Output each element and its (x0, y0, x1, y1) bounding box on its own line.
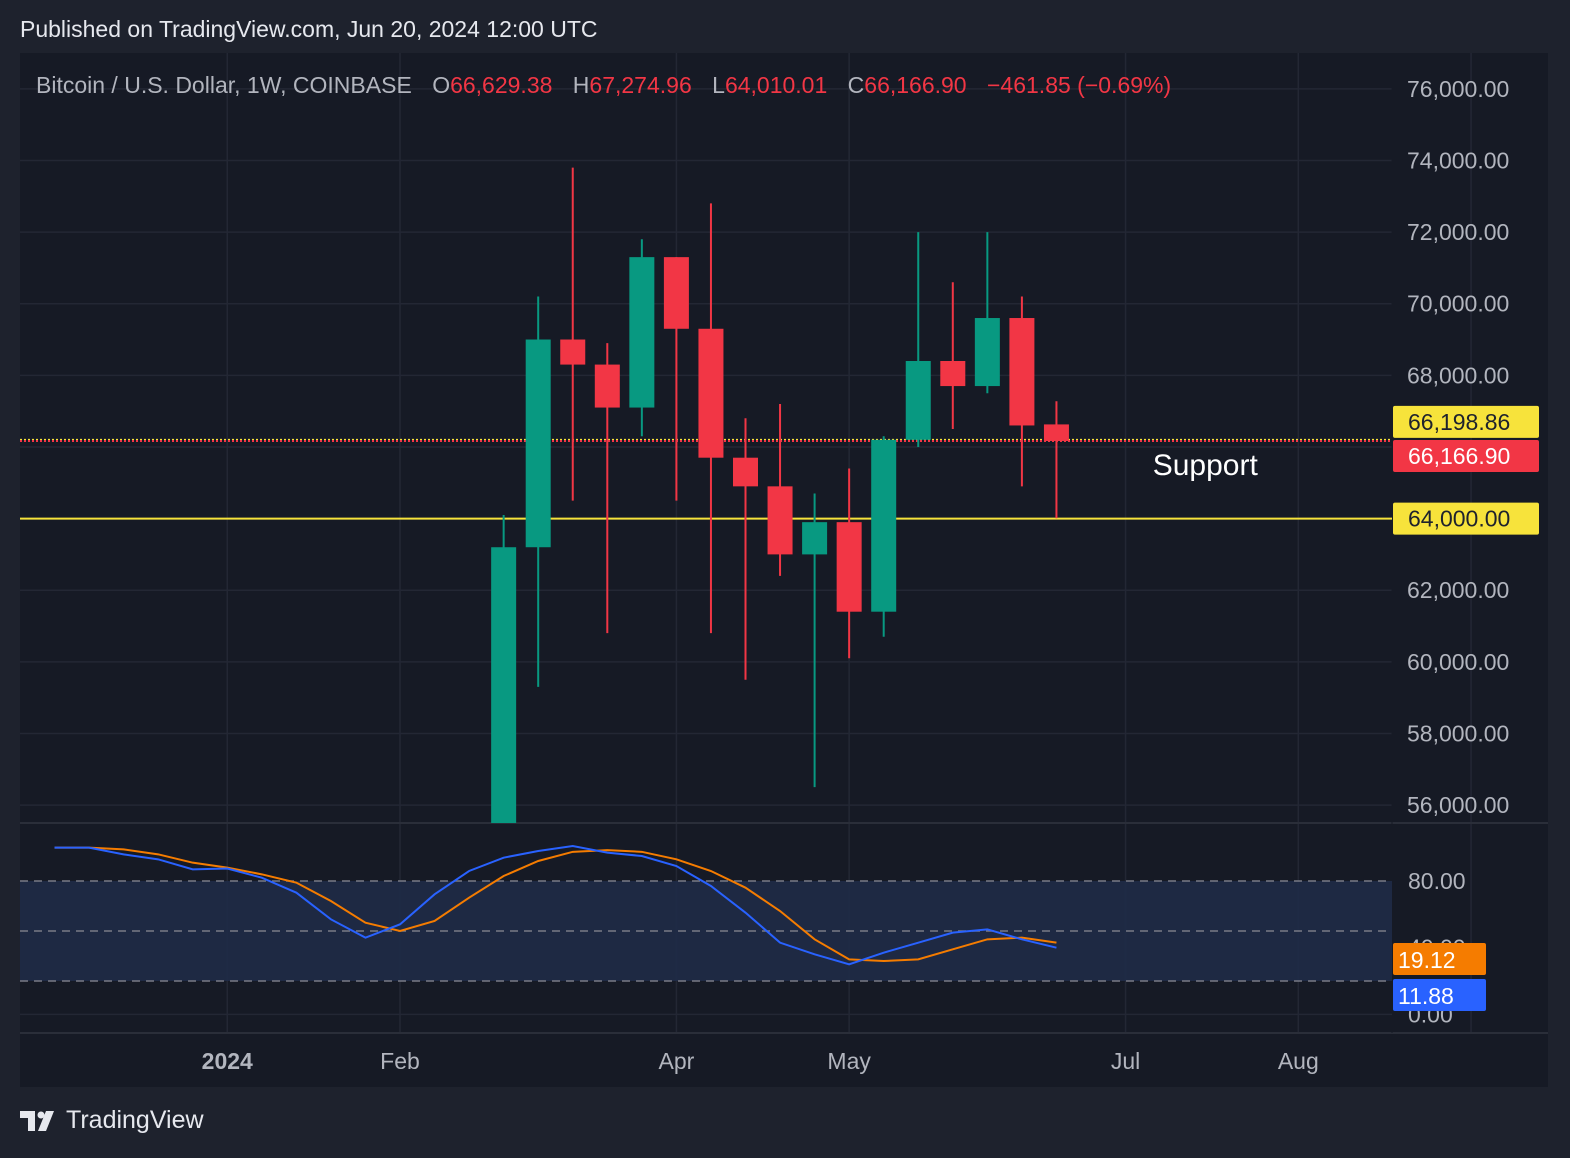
high-label: H (572, 72, 590, 98)
candle-body (525, 339, 551, 548)
price-tag (1393, 405, 1539, 438)
candle-body (698, 328, 724, 458)
stoch-d-line (54, 846, 1057, 963)
open-value: 66,629.38 (450, 72, 553, 98)
stoch-d-tag-label: 19.12 (1398, 947, 1456, 973)
candle-body (629, 257, 655, 408)
support-annotation[interactable]: Support (1152, 448, 1258, 482)
chart-panel[interactable]: 76,000.00 74,000.00 72,000.00 70,000.00 68,0… (20, 53, 1548, 1087)
open-label: O (432, 72, 451, 98)
price-tick-label: 74,000.00 (1407, 147, 1509, 173)
published-header: Published on TradingView.com, Jun 20, 20… (20, 16, 598, 42)
time-axis-label: Jul (1111, 1048, 1140, 1074)
price-tick-label: 72,000.00 (1407, 219, 1509, 245)
candle-body (1043, 424, 1069, 441)
candle-body (767, 486, 793, 555)
price-tick-label: 76,000.00 (1407, 76, 1509, 102)
oscillator-tick-label: 80.00 (1408, 868, 1466, 894)
price-tick-label: 56,000.00 (1407, 792, 1509, 818)
time-axis-label: May (827, 1048, 871, 1074)
change-value: −461.85 (−0.69%) (987, 72, 1172, 98)
price-chart[interactable]: 76,000.00 74,000.00 72,000.00 70,000.00 68,0… (20, 53, 1548, 1087)
tradingview-brand-text: TradingView (66, 1106, 204, 1134)
price-tick-label: 68,000.00 (1407, 362, 1509, 388)
price-tick-label: 62,000.00 (1407, 577, 1509, 603)
tradingview-logo[interactable]: TradingView (20, 1106, 204, 1135)
price-tag-label: 64,000.00 (1408, 506, 1510, 532)
stoch-k-line (54, 844, 1057, 966)
price-tick-label: 58,000.00 (1407, 720, 1509, 746)
price-tick-label: 60,000.00 (1407, 649, 1509, 675)
time-axis-label: 2024 (202, 1048, 253, 1074)
candle-body (491, 547, 517, 823)
high-value: 67,274.96 (589, 72, 692, 98)
price-tick-label: 70,000.00 (1407, 291, 1509, 317)
close-value: 66,166.90 (864, 72, 967, 98)
candle-body (871, 439, 897, 612)
stoch-k-tag (1393, 979, 1486, 1011)
candle-body (1009, 318, 1035, 426)
close-label: C (847, 72, 865, 98)
time-axis-label: Feb (380, 1048, 420, 1074)
symbol-legend: Bitcoin / U.S. Dollar, 1W, COINBASE O66,… (36, 72, 1171, 99)
time-axis-label: Aug (1278, 1048, 1319, 1074)
stoch-d-tag (1393, 943, 1486, 975)
time-axis-label: Apr (659, 1048, 695, 1074)
candle-body (940, 361, 966, 387)
price-tag (1393, 439, 1539, 472)
low-value: 64,010.01 (724, 72, 828, 98)
candle-body (594, 364, 620, 408)
low-label: L (712, 72, 725, 98)
price-tag-label: 66,166.90 (1408, 443, 1510, 469)
candle-body (905, 361, 931, 440)
candle-body (974, 318, 1000, 387)
candle-body (802, 522, 828, 555)
candle-body (733, 457, 758, 487)
price-tag (1393, 502, 1539, 535)
price-tag-label: 66,198.86 (1408, 409, 1510, 435)
candle-body (560, 339, 586, 365)
symbol-title: Bitcoin / U.S. Dollar, 1W, COINBASE (36, 72, 412, 98)
tradingview-logo-icon (20, 1110, 54, 1131)
candle-body (836, 522, 862, 612)
stoch-k-tag-label: 11.88 (1398, 983, 1454, 1009)
candle-body (663, 257, 689, 329)
